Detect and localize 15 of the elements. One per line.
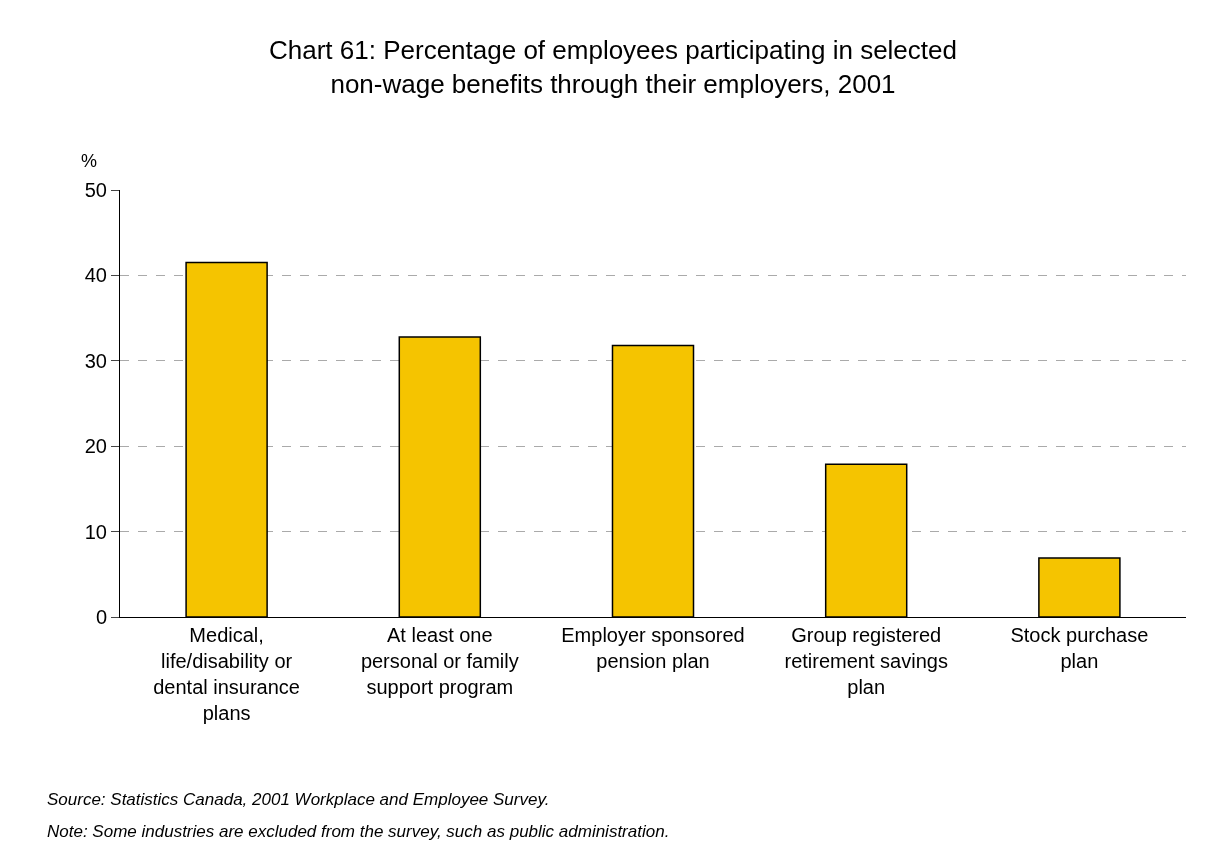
x-tick-label: Medical, life/disability or dental insurance plans: [153, 624, 300, 724]
chart-title: Chart 61: Percentage of employees participating in selected non-wage benefits through their employers, 2001: [269, 35, 957, 100]
source-note: Source: Statistics Canada, 2001 Workplace and Employee Survey.: [47, 790, 550, 809]
y-tick-label: 50: [84, 179, 107, 201]
y-tick-label: 10: [84, 520, 107, 543]
y-tick-label: 0: [95, 606, 107, 628]
y-tick-label: 40: [84, 264, 107, 287]
x-tick-label: Group registered retirement savings plan: [784, 624, 948, 698]
x-tick-label: Employer sponsored pension plan: [561, 624, 745, 672]
x-tick-label: Stock purchase plan: [1010, 624, 1149, 672]
y-tick-label: 20: [84, 435, 107, 458]
y-axis-title: %: [81, 151, 98, 171]
y-tick-label: 30: [84, 349, 107, 372]
text: Note: Some industries are excluded from the survey, such as public administration.: [47, 822, 670, 841]
x-tick-label: At least one personal or family support program: [360, 624, 519, 698]
